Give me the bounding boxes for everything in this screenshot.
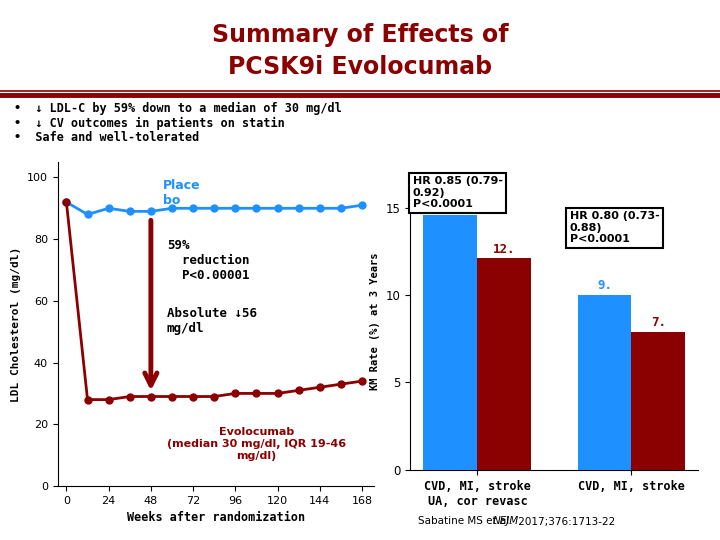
Text: PCSK9i Evolocumab: PCSK9i Evolocumab xyxy=(228,56,492,79)
Text: HR 0.80 (0.73-
0.88)
P<0.0001: HR 0.80 (0.73- 0.88) P<0.0001 xyxy=(570,211,660,245)
Text: 14.: 14. xyxy=(439,199,462,212)
Text: NEJM: NEJM xyxy=(493,516,519,526)
Text: 9.: 9. xyxy=(597,280,612,293)
Text: •  Safe and well-tolerated: • Safe and well-tolerated xyxy=(14,131,199,144)
Bar xyxy=(477,259,531,470)
Text: •  ↓ LDL-C by 59% down to a median of 30 mg/dl: • ↓ LDL-C by 59% down to a median of 30 … xyxy=(14,102,342,114)
Y-axis label: KM Rate (%) at 3 Years: KM Rate (%) at 3 Years xyxy=(370,253,380,390)
Text: Evolocumab
(median 30 mg/dl, IQR 19-46
mg/dl): Evolocumab (median 30 mg/dl, IQR 19-46 m… xyxy=(167,427,346,461)
Text: 12.: 12. xyxy=(493,243,516,256)
Bar xyxy=(577,295,631,470)
Text: 59%
  reduction
  P<0.00001: 59% reduction P<0.00001 xyxy=(167,239,249,282)
Bar xyxy=(631,332,685,470)
Text: Sabatine MS et al.: Sabatine MS et al. xyxy=(418,516,516,526)
Text: Place
bo: Place bo xyxy=(163,179,201,207)
Text: Absolute ↓56
mg/dl: Absolute ↓56 mg/dl xyxy=(167,307,257,335)
Text: Summary of Effects of: Summary of Effects of xyxy=(212,23,508,47)
X-axis label: Weeks after randomization: Weeks after randomization xyxy=(127,511,305,524)
Y-axis label: LDL Cholesterol (mg/dl): LDL Cholesterol (mg/dl) xyxy=(12,246,22,402)
Text: 2017;376:1713-22: 2017;376:1713-22 xyxy=(515,516,615,526)
Text: •  ↓ CV outcomes in patients on statin: • ↓ CV outcomes in patients on statin xyxy=(14,117,285,130)
Bar xyxy=(423,215,477,470)
Text: HR 0.85 (0.79-
0.92)
P<0.0001: HR 0.85 (0.79- 0.92) P<0.0001 xyxy=(413,176,503,210)
Text: 7.: 7. xyxy=(651,316,666,329)
